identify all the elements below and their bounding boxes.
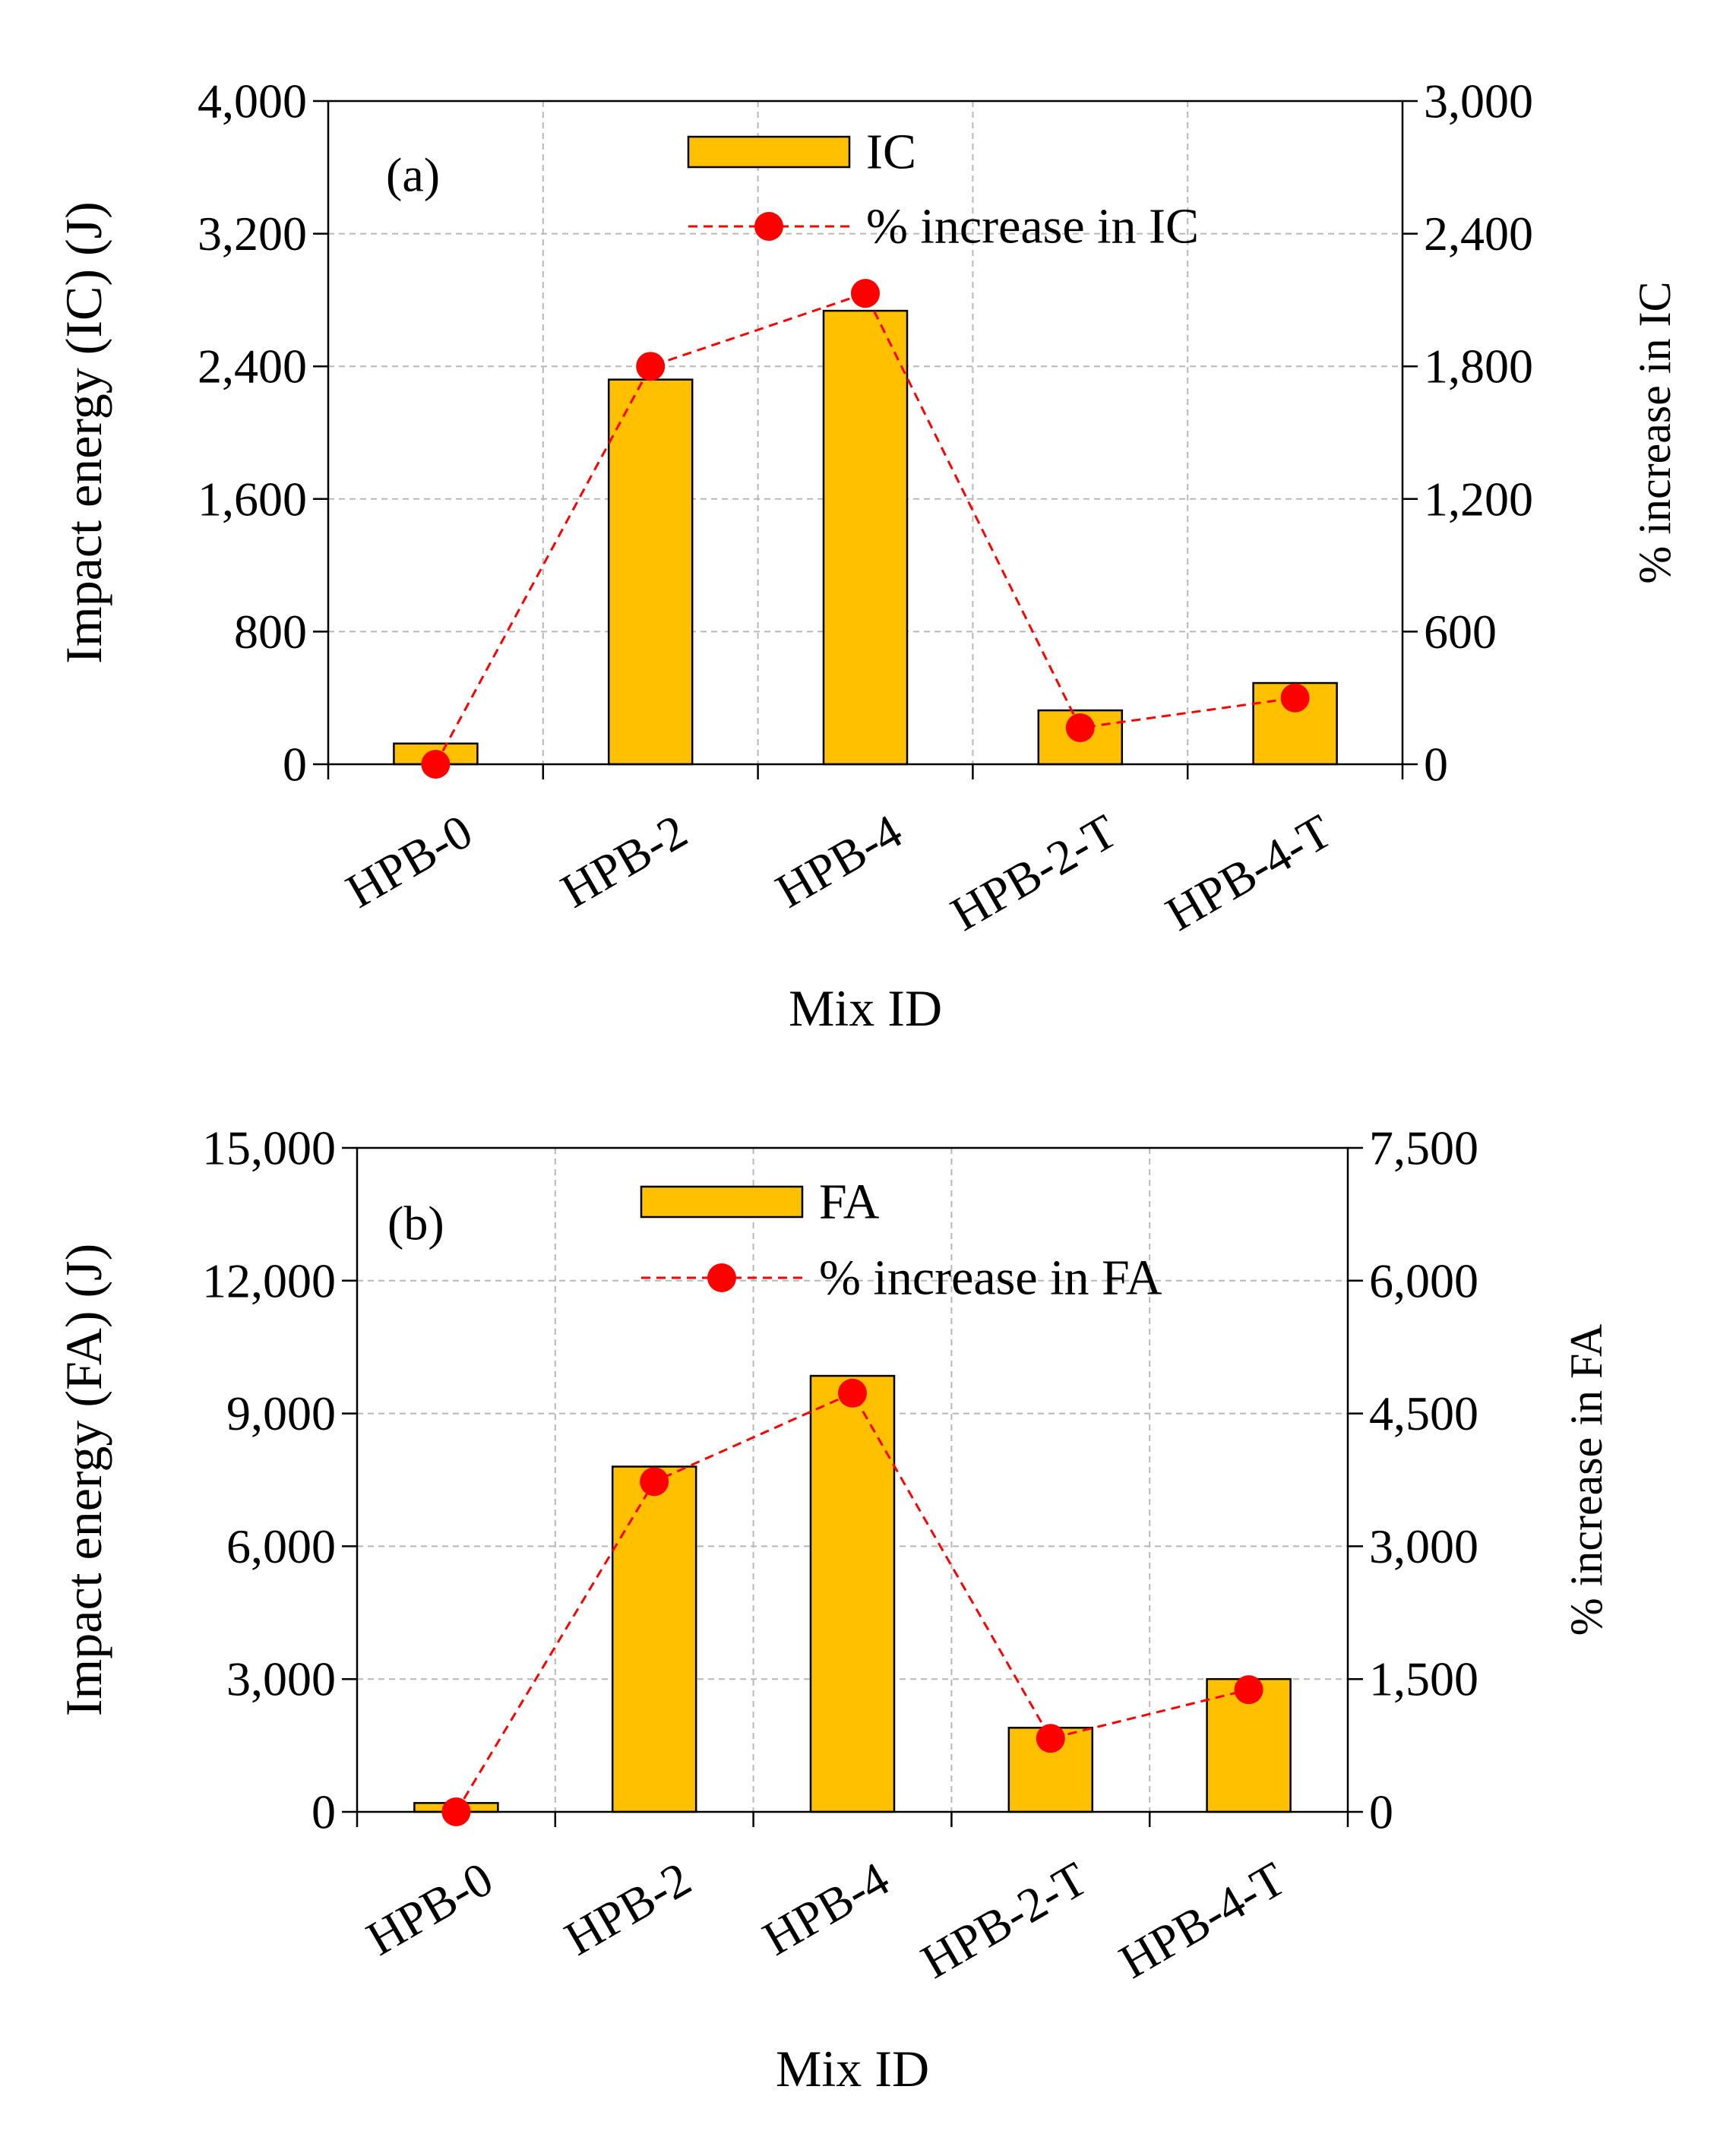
series-point (838, 1378, 867, 1408)
y-tick-label-right: 6,000 (1369, 1253, 1478, 1307)
bar (611, 1465, 697, 1813)
y-tick-label-left: 800 (234, 605, 307, 659)
legend-label-line: % increase in FA (819, 1250, 1162, 1306)
y-tick-label-left: 0 (283, 738, 307, 792)
series-point (1036, 1724, 1065, 1753)
y-tick-label-left: 2,400 (198, 340, 307, 394)
legend-swatch-marker (707, 1263, 736, 1292)
plot-frame (327, 100, 1404, 766)
y-tick-label-right: 0 (1424, 738, 1448, 792)
x-axis-title: Mix ID (789, 979, 942, 1037)
y-tick-label-right: 7,500 (1369, 1121, 1478, 1175)
series-point (640, 1467, 669, 1497)
chart-panel-a: 0 800 1,600 2,400 3,200 4,000 0 600 1,200 1,800 2,… (55, 74, 1680, 1038)
x-tick-label: HPB-2-T (912, 1851, 1096, 1989)
series-point (1065, 713, 1095, 742)
y-axis-title-right: % increase in FA (1561, 1324, 1611, 1636)
bar (822, 309, 909, 766)
x-tick-label: HPB-2-T (942, 804, 1126, 941)
legend-label-line: % increase in IC (866, 199, 1199, 254)
x-tick-label: HPB-4-T (1157, 804, 1341, 941)
y-tick-label-right: 1,500 (1369, 1652, 1478, 1706)
series-point (1234, 1675, 1263, 1705)
bar (607, 378, 694, 766)
y-tick-label-right: 0 (1369, 1785, 1393, 1839)
y-tick-label-left: 4,000 (198, 74, 307, 128)
x-axis-title: Mix ID (776, 2040, 929, 2098)
x-tick-label: HPB-4 (767, 804, 910, 918)
y-tick-label-left: 6,000 (226, 1519, 336, 1573)
x-tick-label: HPB-0 (358, 1851, 501, 1965)
y-tick-label-right: 4,500 (1369, 1386, 1478, 1440)
y-tick-label-right: 1,200 (1424, 472, 1533, 526)
legend: IC % increase in IC (687, 125, 1199, 254)
y-tick-label-left: 1,600 (198, 472, 307, 526)
plot-frame (356, 1146, 1349, 1813)
y-axis-title-left: Impact energy (IC) (J) (55, 201, 112, 664)
panel-label: (a) (386, 148, 440, 202)
series-line (455, 1391, 1249, 1813)
series-point (421, 750, 451, 779)
y-tick-label-right: 1,800 (1424, 340, 1533, 394)
legend: FA % increase in FA (640, 1174, 1162, 1306)
legend-swatch-marker (754, 212, 783, 241)
y-tick-label-left: 9,000 (226, 1386, 336, 1440)
series-point (1280, 683, 1310, 713)
x-tick-label: HPB-2 (552, 804, 696, 918)
series-point (851, 279, 880, 308)
panel-label: (b) (387, 1197, 444, 1250)
y-tick-label-right: 600 (1424, 605, 1497, 659)
legend-swatch-bar (640, 1185, 804, 1219)
y-tick-label-right: 3,000 (1424, 74, 1533, 128)
series-point (636, 352, 666, 381)
x-tick-label: HPB-2 (556, 1851, 700, 1965)
legend-label-bar: IC (866, 125, 916, 180)
series-point (441, 1797, 471, 1826)
x-tick-label: HPB-4-T (1111, 1851, 1295, 1989)
x-tick-label: HPB-0 (337, 804, 481, 918)
chart-panel-b: 0 3,000 6,000 9,000 12,000 15,000 0 1,500 3,000 4… (55, 1121, 1611, 2098)
y-tick-label-right: 2,400 (1424, 207, 1533, 261)
y-tick-label-right: 3,000 (1369, 1519, 1478, 1573)
legend-swatch-bar (687, 135, 851, 169)
legend-label-bar: FA (819, 1174, 880, 1230)
y-tick-label-left: 0 (311, 1785, 336, 1839)
series-line (435, 292, 1295, 765)
y-tick-label-left: 12,000 (202, 1253, 336, 1307)
bar (809, 1374, 896, 1813)
y-axis-title-right: % increase in IC (1630, 281, 1680, 583)
x-tick-label: HPB-4 (754, 1851, 897, 1965)
y-tick-label-left: 15,000 (202, 1121, 336, 1175)
y-tick-label-left: 3,000 (226, 1652, 336, 1706)
y-axis-title-left: Impact energy (FA) (J) (55, 1244, 112, 1717)
y-tick-label-left: 3,200 (198, 207, 307, 261)
